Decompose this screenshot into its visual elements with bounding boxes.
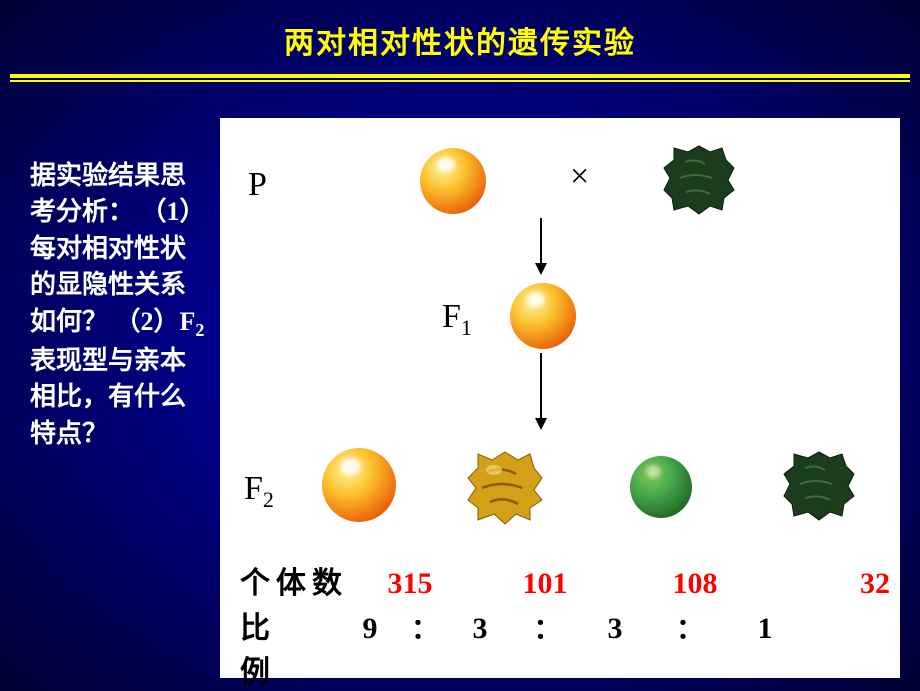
question-2-pre: （2）F <box>115 307 196 336</box>
ratio-label: 比例 <box>240 603 350 691</box>
label-p: P <box>248 166 267 204</box>
label-f1-pre: F <box>442 298 461 335</box>
genetics-diagram: P × F1 F2 <box>220 118 900 678</box>
question-2-sub: 2 <box>195 320 204 340</box>
counts-row: 个体数 315 101 108 32 <box>240 558 890 602</box>
pea-f2-green-wrinkled <box>780 446 858 524</box>
cross-symbol: × <box>570 158 589 196</box>
arrow-p-f1 <box>540 218 542 273</box>
label-f2-pre: F <box>244 470 263 507</box>
ratio-colon-1: ： <box>390 607 460 647</box>
ratio-2: 3 <box>460 612 500 646</box>
label-f1-sub: 1 <box>461 315 472 340</box>
pea-p-yellow-round <box>420 148 486 214</box>
count-3: 108 <box>620 567 770 601</box>
ratio-colon-2: ： <box>500 607 595 647</box>
count-1: 315 <box>350 567 470 601</box>
ratio-4: 1 <box>745 612 785 646</box>
label-f1: F1 <box>442 298 472 341</box>
ratio-colon-3: ： <box>635 607 745 647</box>
question-2-post: 表现型与亲本相比，有什么特点？ <box>30 346 186 448</box>
ratio-1: 9 <box>350 612 390 646</box>
pea-f2-yellow-round <box>322 448 396 522</box>
question-panel: 据实验结果思考分析： （1）每对相对性状的显隐性关系如何？ （2）F2表现型与亲… <box>30 118 210 678</box>
pea-f2-green-round <box>630 456 692 518</box>
pea-f2-yellow-wrinkled <box>464 446 546 528</box>
counts-label: 个体数 <box>240 558 350 602</box>
label-f2-sub: 2 <box>263 487 274 512</box>
arrow-f1-f2 <box>540 353 542 428</box>
count-2: 101 <box>470 567 620 601</box>
page-title: 两对相对性状的遗传实验 <box>0 18 920 62</box>
content-area: 据实验结果思考分析： （1）每对相对性状的显隐性关系如何？ （2）F2表现型与亲… <box>0 88 920 678</box>
count-4: 32 <box>770 567 890 601</box>
ratio-row: 比例 9 ： 3 ： 3 ： 1 <box>240 603 785 691</box>
title-bar: 两对相对性状的遗传实验 <box>0 0 920 88</box>
pea-f1-yellow-round <box>510 283 576 349</box>
title-underline <box>10 74 910 78</box>
label-f2: F2 <box>244 470 274 513</box>
ratio-3: 3 <box>595 612 635 646</box>
pea-p-green-wrinkled <box>660 140 738 218</box>
